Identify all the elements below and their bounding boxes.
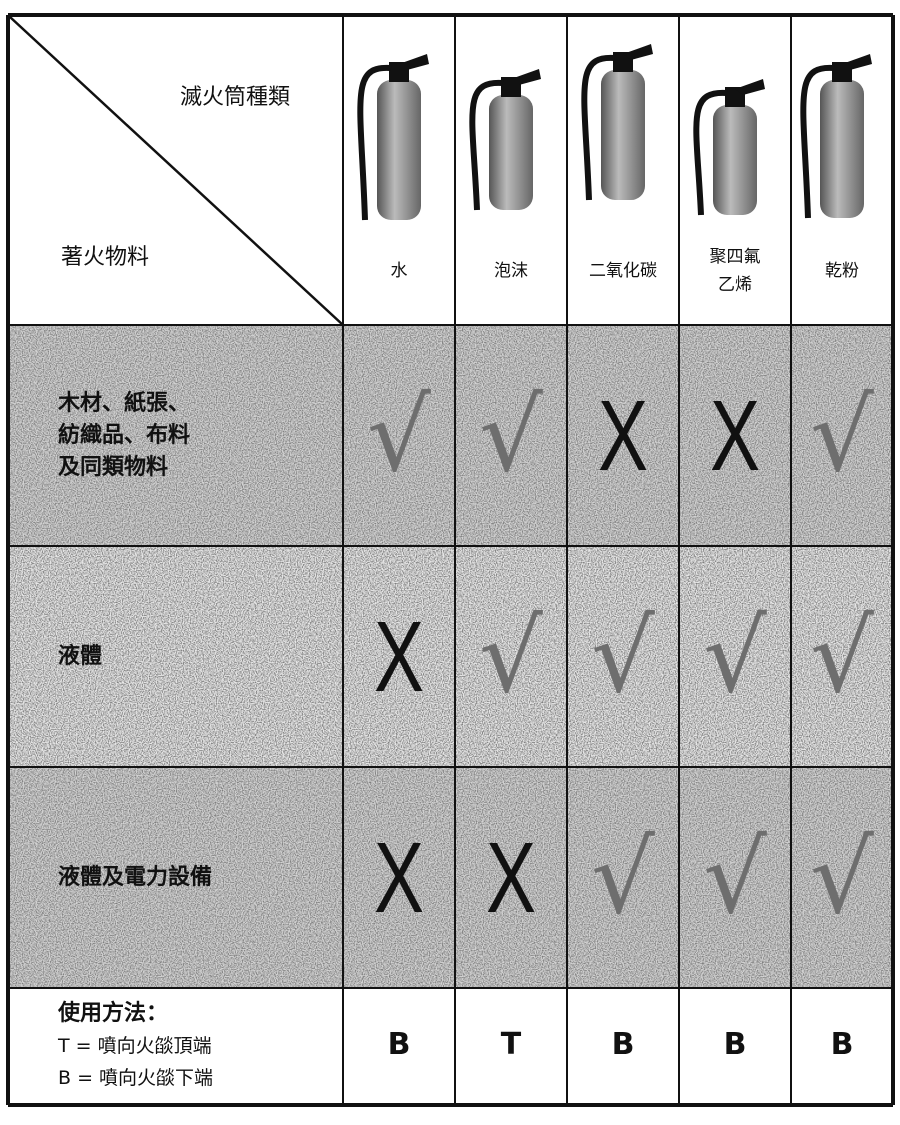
- column-label: 二氧化碳: [589, 261, 657, 281]
- suitability-mark: √: [703, 818, 767, 936]
- column-label: 乙烯: [718, 275, 752, 295]
- usage-code: B: [830, 1026, 854, 1062]
- extinguisher-handle: [735, 79, 765, 95]
- column-label: 水: [390, 261, 408, 281]
- extinguisher-body: [713, 105, 757, 215]
- extinguisher-handle: [399, 54, 429, 70]
- suitability-mark: √: [810, 376, 874, 494]
- extinguisher-hose: [800, 64, 835, 219]
- row-texture: [8, 325, 893, 546]
- suitability-mark: √: [591, 597, 655, 715]
- corner-bottom-label: 著火物料: [60, 245, 149, 270]
- suitability-mark: X: [373, 821, 425, 934]
- row-label: 液體及電力設備: [58, 864, 213, 890]
- column-label: 乾粉: [825, 261, 859, 281]
- row-label: 液體: [58, 643, 103, 669]
- suitability-mark: √: [591, 818, 655, 936]
- usage-label: 使用方法：: [58, 1000, 169, 1026]
- corner-diagonal: [9, 16, 344, 326]
- usage-code: T: [500, 1026, 522, 1062]
- extinguisher-handle: [511, 69, 541, 85]
- suitability-mark: X: [597, 379, 649, 492]
- suitability-mark: √: [479, 597, 543, 715]
- usage-label: T = 噴向火燄頂端: [58, 1034, 212, 1057]
- suitability-mark: √: [810, 597, 874, 715]
- extinguisher-handle: [623, 44, 653, 60]
- extinguisher-hose: [357, 64, 392, 221]
- row-label: 紡織品、布料: [58, 422, 191, 448]
- suitability-mark: X: [709, 379, 761, 492]
- extinguisher-handle: [842, 54, 872, 70]
- suitability-mark: √: [810, 818, 874, 936]
- extinguisher-hose: [693, 89, 728, 216]
- corner-top-label: 滅火筒種類: [179, 85, 290, 110]
- usage-code: B: [723, 1026, 747, 1062]
- column-label: 聚四氟: [709, 247, 761, 267]
- column-label: 泡沫: [494, 261, 528, 281]
- row-texture: [8, 546, 893, 767]
- extinguisher-hose: [581, 54, 616, 201]
- row-texture: [8, 767, 893, 988]
- extinguisher-body: [820, 80, 864, 218]
- extinguisher-body: [489, 95, 533, 210]
- suitability-mark: X: [373, 600, 425, 713]
- usage-label: B = 噴向火燄下端: [58, 1066, 214, 1089]
- extinguisher-hose: [469, 79, 504, 211]
- suitability-mark: X: [485, 821, 537, 934]
- row-label: 及同類物料: [58, 454, 169, 480]
- row-background: [8, 988, 893, 1105]
- suitability-mark: √: [703, 597, 767, 715]
- usage-code: B: [611, 1026, 635, 1062]
- suitability-mark: √: [367, 376, 431, 494]
- suitability-mark: √: [479, 376, 543, 494]
- row-label: 木材、紙張、: [58, 390, 191, 416]
- extinguisher-body: [601, 70, 645, 200]
- extinguisher-body: [377, 80, 421, 220]
- usage-code: B: [387, 1026, 411, 1062]
